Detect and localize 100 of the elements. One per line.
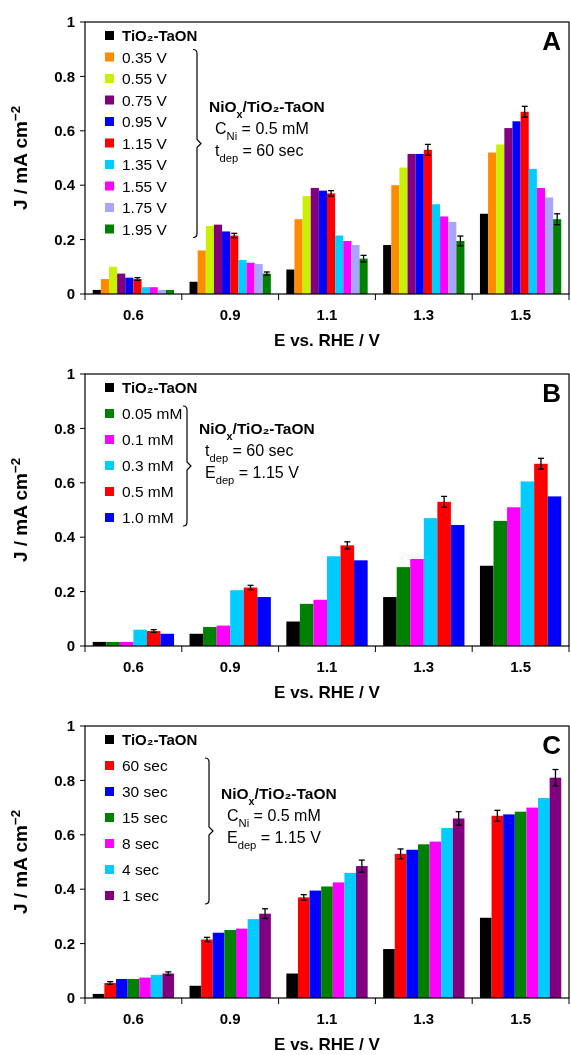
- legend-label: 0.3 mM: [122, 457, 174, 475]
- bar: [125, 277, 134, 294]
- y-tick-label: 0: [66, 285, 75, 303]
- y-tick-label: 0.6: [54, 826, 75, 844]
- bar: [496, 144, 505, 294]
- y-tick-label: 0.4: [54, 176, 76, 194]
- x-axis-title: E vs. RHE / V: [274, 683, 381, 702]
- x-tick-label: 1.3: [413, 658, 435, 675]
- bar: [359, 258, 368, 294]
- bar: [536, 187, 545, 294]
- annotation: NiO$_{x}$/TiO₂-TaON: [209, 97, 325, 120]
- bar: [297, 897, 310, 998]
- bar: [456, 240, 465, 294]
- legend-label: TiO₂-TaON: [122, 27, 198, 45]
- y-tick-label: 0.6: [54, 122, 75, 140]
- bar: [236, 928, 248, 998]
- bar: [553, 219, 562, 294]
- bar: [327, 193, 336, 294]
- bar: [507, 507, 521, 646]
- y-tick-label: 0.2: [54, 934, 75, 952]
- x-tick-label: 0.9: [219, 658, 241, 675]
- bar: [327, 556, 341, 646]
- bar: [406, 849, 418, 998]
- annotation: E$_{dep}$ = 1.15 V: [227, 829, 322, 851]
- annotation: E$_{dep}$ = 1.15 V: [205, 464, 300, 486]
- legend-label: 1.95 V: [122, 220, 168, 238]
- bar: [201, 939, 213, 998]
- legend-label: 1 sec: [122, 887, 160, 905]
- legend-label: 0.35 V: [122, 48, 168, 66]
- bar: [503, 814, 515, 998]
- bar: [437, 501, 451, 646]
- bar: [431, 204, 441, 294]
- bar: [351, 245, 360, 294]
- legend-label: 30 sec: [122, 783, 168, 801]
- x-tick-label: 1.5: [510, 1010, 532, 1027]
- bar: [534, 463, 548, 646]
- bar: [528, 168, 537, 294]
- annotation: NiO$_{x}$/TiO₂-TaON: [221, 785, 337, 807]
- bar: [441, 828, 453, 998]
- bar: [440, 216, 449, 294]
- bar: [150, 974, 163, 998]
- bar: [547, 496, 562, 646]
- x-tick-label: 1.1: [316, 658, 338, 675]
- bar: [115, 978, 128, 998]
- bar: [318, 190, 327, 294]
- annotation: C$_{Ni}$ = 0.5 mM: [215, 119, 309, 142]
- y-tick-label: 0.6: [54, 474, 75, 492]
- bar: [394, 853, 407, 998]
- bar: [302, 196, 311, 294]
- annotation: t$_{dep}$ = 60 sec: [205, 442, 294, 464]
- bar: [230, 235, 239, 294]
- bar: [544, 197, 554, 294]
- legend-label: 4 sec: [122, 861, 160, 879]
- bar: [139, 977, 151, 998]
- legend-label: 0.75 V: [122, 91, 168, 109]
- x-tick-label: 1.5: [510, 306, 532, 323]
- bar: [310, 187, 319, 294]
- bar: [504, 128, 513, 294]
- y-tick-label: 0.4: [54, 880, 76, 898]
- x-tick-label: 0.6: [122, 306, 144, 323]
- bar: [230, 590, 244, 646]
- bar: [294, 219, 303, 294]
- bar: [538, 798, 550, 998]
- legend-label: 0.5 mM: [122, 483, 174, 501]
- y-tick-label: 1: [66, 13, 75, 31]
- x-tick-label: 0.9: [219, 306, 241, 323]
- bar: [127, 978, 140, 998]
- legend-label: 0.95 V: [122, 113, 168, 131]
- y-tick-label: 0.2: [54, 230, 75, 248]
- x-tick-label: 0.6: [122, 1010, 144, 1027]
- x-tick-label: 1.1: [316, 306, 338, 323]
- legend-label: 1.15 V: [122, 134, 168, 152]
- y-tick-label: 0.8: [54, 771, 75, 789]
- legend-label: TiO₂-TaON: [122, 731, 198, 749]
- bar: [197, 250, 206, 294]
- bar: [133, 629, 147, 646]
- legend-label: 0.05 mM: [122, 405, 183, 423]
- bar: [133, 279, 142, 294]
- legend-label: 0.55 V: [122, 70, 168, 88]
- bar: [203, 626, 217, 646]
- x-tick-label: 1.3: [413, 306, 435, 323]
- bar: [520, 481, 535, 646]
- x-tick-label: 1.1: [316, 1010, 338, 1027]
- y-tick-label: 0.8: [54, 67, 75, 85]
- bar: [238, 260, 247, 294]
- bar: [257, 597, 271, 646]
- bar: [313, 599, 327, 646]
- bar: [100, 279, 110, 294]
- bar: [332, 882, 345, 998]
- bar: [391, 185, 400, 294]
- bar: [262, 273, 271, 294]
- x-tick-label: 0.6: [122, 658, 144, 675]
- y-tick-label: 1: [66, 365, 75, 383]
- legend-label: 8 sec: [122, 835, 160, 853]
- annotation: t$_{dep}$ = 60 sec: [215, 141, 304, 164]
- legend-label: TiO₂-TaON: [122, 379, 198, 397]
- bar: [491, 815, 504, 998]
- bar: [247, 919, 260, 998]
- x-tick-label: 1.3: [413, 1010, 435, 1027]
- bar: [450, 524, 465, 646]
